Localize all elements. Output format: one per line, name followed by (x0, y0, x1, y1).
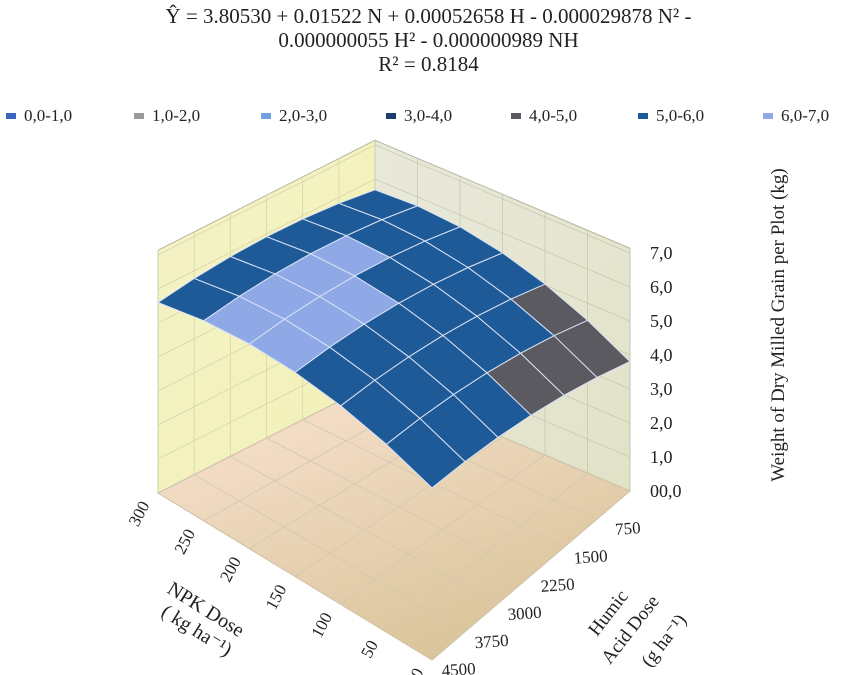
wall-gridline (374, 144, 631, 254)
legend-label: 4,0-5,0 (529, 106, 578, 125)
legend-swatch-icon (763, 113, 773, 119)
legend-item-3: 3,0-4,0 (386, 104, 452, 128)
y-tick-label: 750 (615, 518, 642, 539)
legend-item-6: 6,0-7,0 (763, 104, 829, 128)
legend-swatch-icon (638, 113, 648, 119)
z-tick-label: 1,0 (650, 447, 673, 467)
x-tick-label: 150 (262, 581, 291, 612)
wall-gridline (374, 178, 631, 288)
legend-swatch-icon (511, 113, 521, 119)
legend-item-4: 4,0-5,0 (511, 104, 577, 128)
y-tick-label: 2250 (540, 575, 575, 596)
z-axis-title: Weight of Dry Milled Grain per Plot (kg) (768, 168, 789, 482)
legend-item-5: 5,0-6,0 (638, 104, 704, 128)
equation-line-3: R² = 0.8184 (378, 52, 479, 76)
equation-line-1: Ŷ = 3.80530 + 0.01522 N + 0.00052658 H -… (165, 4, 692, 28)
legend-swatch-icon (6, 113, 16, 119)
legend-item-0: 0,0-1,0 (6, 104, 72, 128)
z-tick-label: 6,0 (650, 277, 673, 297)
z-tick-label: 7,0 (650, 243, 673, 263)
x-tick-label: 0 (407, 665, 428, 675)
chart-legend: 0,0-1,0 1,0-2,0 2,0-3,0 3,0-4,0 4,0-5,0 5,0-6… (6, 104, 856, 128)
y-tick-label: 3000 (507, 603, 542, 624)
legend-item-2: 2,0-3,0 (261, 104, 327, 128)
equation-line-2: 0.000000055 H² - 0.000000989 NH (278, 28, 579, 52)
z-tick-label: 2,0 (650, 413, 673, 433)
response-surface (156, 189, 631, 489)
chart-equation: Ŷ = 3.80530 + 0.01522 N + 0.00052658 H -… (0, 4, 857, 76)
legend-label: 3,0-4,0 (404, 106, 453, 125)
z-tick-label: 5,0 (650, 311, 673, 331)
y-tick-label: 4500 (441, 659, 476, 675)
legend-swatch-icon (386, 113, 396, 119)
legend-label: 2,0-3,0 (279, 106, 328, 125)
legend-swatch-icon (261, 113, 271, 119)
z-tick-label: 4,0 (650, 345, 673, 365)
legend-label: 5,0-6,0 (656, 106, 705, 125)
floor-gridline (157, 492, 433, 661)
legend-label: 6,0-7,0 (781, 106, 830, 125)
legend-swatch-icon (134, 113, 144, 119)
surface-patch (156, 277, 241, 322)
x-tick-label: 50 (357, 637, 382, 661)
x-tick-label: 300 (125, 498, 154, 529)
x-tick-label: 100 (307, 609, 336, 640)
legend-label: 1,0-2,0 (152, 106, 201, 125)
wall-gridline (157, 144, 376, 256)
legend-label: 0,0-1,0 (24, 106, 73, 125)
z-tick-label: 00,0 (650, 481, 682, 501)
x-tick-label: 250 (170, 526, 199, 557)
wall-gridline (157, 178, 376, 290)
x-tick-label: 200 (216, 554, 245, 585)
y-tick-label: 1500 (573, 546, 608, 567)
z-tick-label: 3,0 (650, 379, 673, 399)
legend-item-1: 1,0-2,0 (134, 104, 200, 128)
y-tick-label: 3750 (474, 631, 509, 652)
